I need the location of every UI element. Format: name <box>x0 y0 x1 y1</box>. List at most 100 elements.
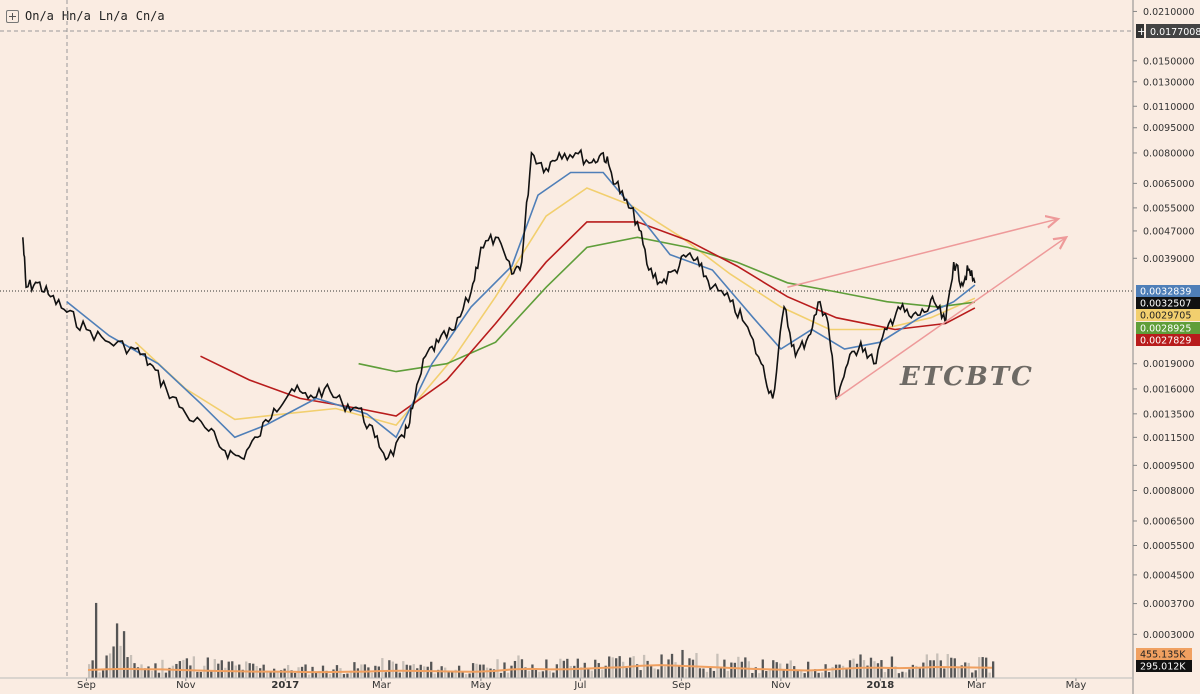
volume-bar <box>464 674 468 678</box>
y-tick-label: 0.0016000 <box>1143 384 1194 395</box>
volume-bar <box>356 668 360 678</box>
volume-bar <box>824 664 827 678</box>
volume-bar <box>604 665 607 678</box>
volume-bar <box>922 662 925 678</box>
crosshair-plus-icon <box>1136 24 1144 38</box>
volume-bar <box>740 661 743 678</box>
volume-bar <box>447 670 450 678</box>
volume-bar <box>454 669 457 678</box>
volume-bar <box>171 665 175 678</box>
legend-low: Ln/a <box>98 9 128 23</box>
volume-bar <box>943 668 946 678</box>
volume-bar <box>859 654 862 678</box>
y-tick-label: 0.0011500 <box>1143 433 1194 444</box>
volume-bar <box>674 662 677 678</box>
volume-bar <box>241 669 244 678</box>
legend-open: On/a <box>25 9 54 23</box>
x-tick-label: May <box>1066 680 1087 691</box>
trend-line <box>787 219 1058 289</box>
volume-ma-line <box>87 664 993 674</box>
volume-bar <box>866 665 869 678</box>
volume-bar <box>398 672 401 678</box>
volume-bar <box>328 674 332 678</box>
y-tick-label: 0.0047000 <box>1143 226 1194 237</box>
volume-bar <box>876 663 880 678</box>
volume-bar <box>932 660 935 678</box>
volume-bar <box>213 659 216 678</box>
volume-bar <box>119 645 122 678</box>
volume-bar <box>702 668 705 678</box>
volume-bar <box>635 664 639 678</box>
volume-bar <box>499 672 503 678</box>
volume-bar <box>698 668 702 678</box>
expand-plus-icon[interactable] <box>6 9 19 23</box>
volume-bar <box>272 668 276 678</box>
volume-bar <box>538 671 541 678</box>
x-tick-label: Nov <box>176 680 196 691</box>
volume-bar <box>992 661 995 678</box>
volume-bar <box>629 657 632 678</box>
volume-bar <box>524 667 527 678</box>
volume-bar <box>929 660 932 678</box>
volume-bar <box>712 670 716 678</box>
volume-bar <box>175 663 178 678</box>
y-tick-label: 0.0130000 <box>1143 77 1194 88</box>
volume-bar <box>147 666 150 678</box>
volume-bar <box>960 665 963 678</box>
volume-bar <box>663 666 667 678</box>
volume-bar <box>189 665 192 678</box>
volume-bar <box>684 668 688 678</box>
volume-bar <box>136 667 140 678</box>
price-label-box <box>1136 322 1200 334</box>
y-tick-label: 0.0110000 <box>1143 102 1194 113</box>
x-tick-label: Sep <box>672 680 691 691</box>
volume-label-box <box>1136 660 1192 672</box>
volume-bar <box>646 660 649 678</box>
volume-bar <box>231 661 234 678</box>
volume-bar <box>444 667 447 678</box>
volume-bar <box>800 670 803 678</box>
crosshair-plus-glyph: + <box>1137 25 1146 38</box>
volume-bar <box>510 665 513 678</box>
volume-bar <box>834 664 838 678</box>
volume-bar <box>468 673 471 678</box>
volume-bar <box>391 661 394 678</box>
volume-bar <box>346 673 349 678</box>
ma-yellow-line <box>134 187 976 427</box>
price-label-box <box>1136 334 1200 346</box>
volume-bar <box>154 663 157 678</box>
volume-bar <box>688 658 691 678</box>
volume-bar <box>841 665 845 678</box>
volume-bar <box>199 671 202 678</box>
volume-bar <box>719 668 723 678</box>
y-tick-label: 0.0210000 <box>1143 7 1194 18</box>
volume-bar <box>210 671 213 678</box>
x-tick-label: 2018 <box>866 680 894 691</box>
volume-bar <box>964 662 967 678</box>
volume-bar <box>660 654 663 678</box>
volume-bar <box>527 670 531 678</box>
price-label-box <box>1136 309 1200 321</box>
volume-bar <box>726 670 730 678</box>
volume-bar <box>461 671 464 678</box>
price-label: 0.0032507 <box>1140 299 1191 310</box>
volume-bar <box>754 667 757 678</box>
volume-bar <box>967 662 970 678</box>
volume-bar <box>681 649 684 678</box>
volume-bar <box>489 668 492 678</box>
volume-bar <box>402 661 405 678</box>
x-tick-label: Sep <box>77 680 96 691</box>
volume-bar <box>108 653 112 678</box>
volume-bar <box>691 659 695 678</box>
volume-bar <box>349 670 353 678</box>
y-tick-label: 0.0004500 <box>1143 570 1194 581</box>
volume-bar <box>290 670 293 678</box>
volume-bar <box>733 662 737 678</box>
volume-bar <box>838 664 841 678</box>
volume-bar <box>88 664 91 678</box>
volume-bar <box>471 663 475 678</box>
volume-bar <box>667 659 670 678</box>
volume-bar <box>534 668 538 678</box>
volume-bar <box>817 672 820 678</box>
